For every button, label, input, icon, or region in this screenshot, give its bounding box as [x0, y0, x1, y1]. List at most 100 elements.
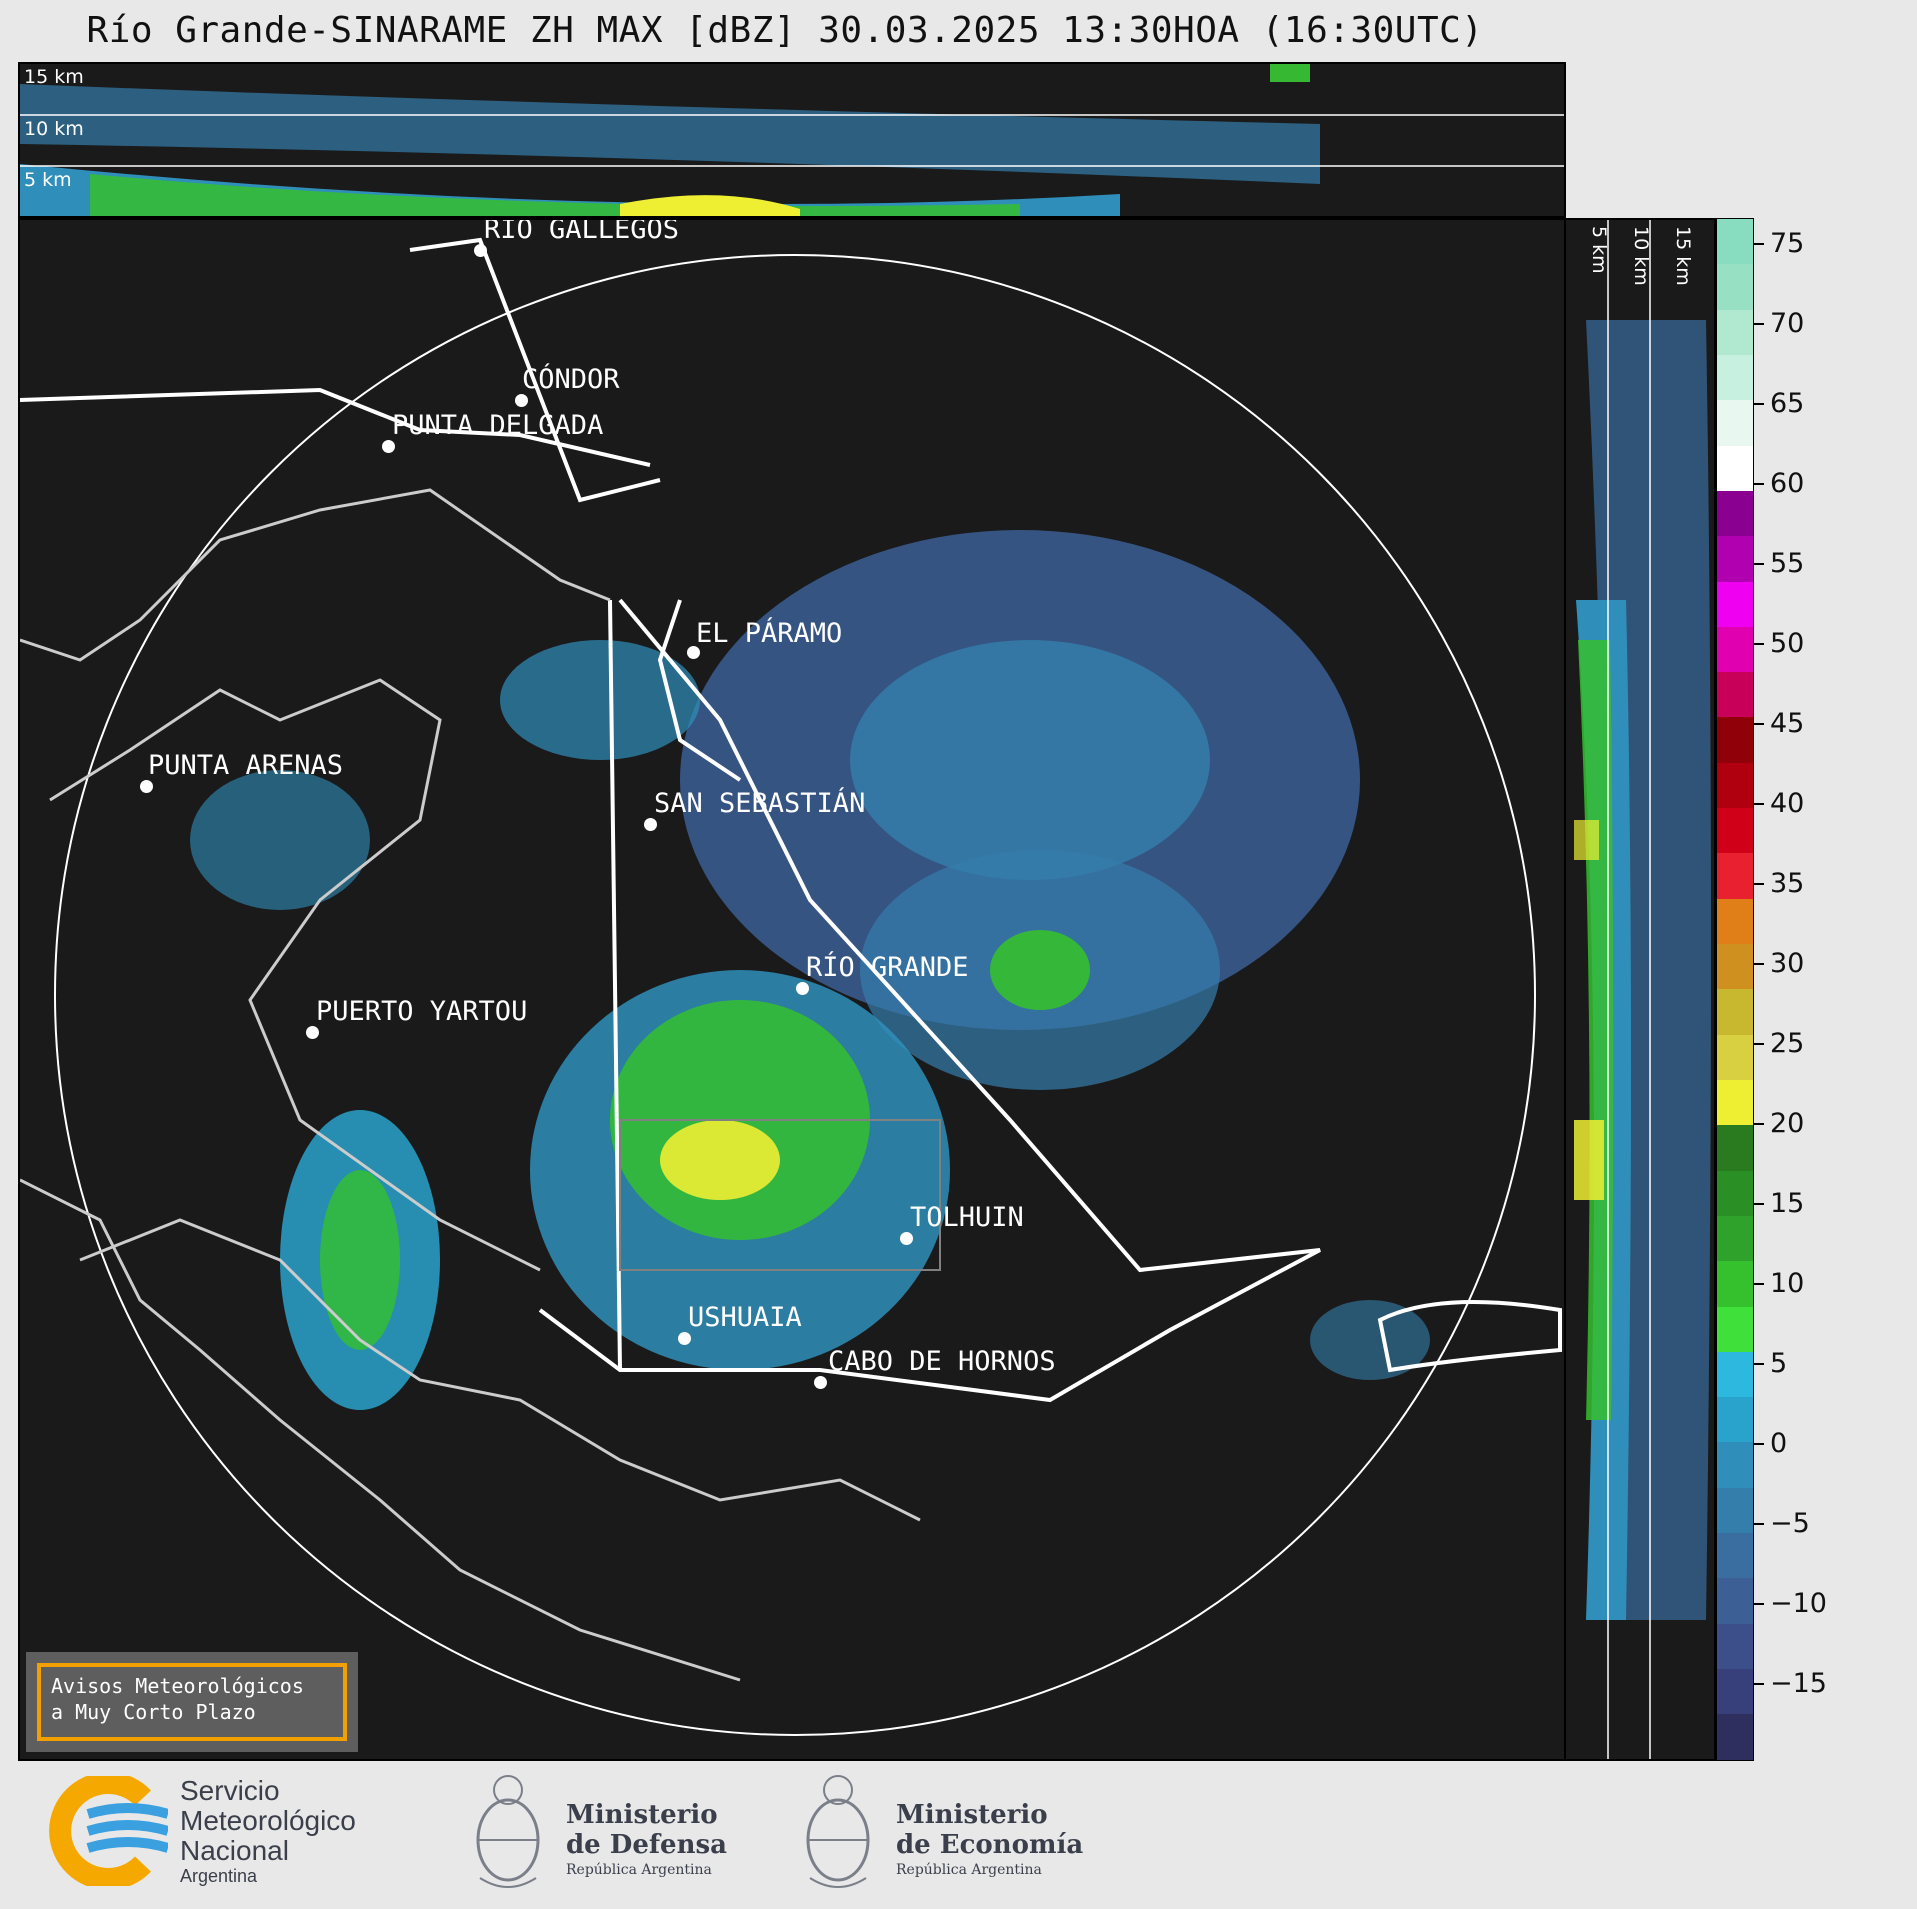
place-dot-puerto-yartou	[306, 1026, 319, 1039]
colorbar-tick-label: 20	[1770, 1108, 1805, 1139]
colorbar-segment	[1717, 1170, 1753, 1216]
colorbar-tick	[1754, 723, 1764, 725]
colorbar-tick	[1754, 1443, 1764, 1445]
colorbar-tick-label: 55	[1770, 548, 1805, 579]
colorbar-segment	[1717, 1623, 1753, 1669]
place-label-punta-arenas: PUNTA ARENAS	[148, 750, 344, 781]
colorbar-segment	[1717, 1397, 1753, 1443]
ministerio-defensa-logo: Ministerio de Defensa República Argentin…	[470, 1760, 770, 1900]
colorbar-tick-label: −5	[1770, 1508, 1810, 1539]
economia-line-3: República Argentina	[896, 1862, 1042, 1878]
colorbar-tick-label: 35	[1770, 868, 1805, 899]
economia-line-2: de Economía	[896, 1830, 1084, 1860]
colorbar-segment	[1717, 762, 1753, 809]
colorbar-tick-label: −15	[1770, 1668, 1827, 1699]
radar-echo-layer	[20, 237, 1562, 1736]
colorbar-tick-label: 45	[1770, 708, 1805, 739]
place-label-el-paramo: EL PÁRAMO	[696, 618, 843, 649]
place-label-ushuaia: USHUAIA	[688, 1302, 802, 1333]
colorbar-tick-label: 15	[1770, 1188, 1805, 1219]
warning-line-2: a Muy Corto Plazo	[51, 1700, 256, 1724]
place-dot-el-paramo	[687, 646, 700, 659]
colorbar-tick	[1754, 1203, 1764, 1205]
colorbar-segment	[1717, 1034, 1753, 1080]
smn-line-2: Meteorológico	[180, 1805, 356, 1836]
colorbar-segment	[1717, 989, 1753, 1035]
colorbar-tick	[1754, 243, 1764, 245]
colorbar-segment	[1717, 1215, 1753, 1262]
colorbar-segment	[1717, 1714, 1753, 1760]
place-dot-condor	[515, 394, 528, 407]
colorbar-segment	[1717, 581, 1753, 627]
side-height-label-5km: 5 km	[1588, 226, 1610, 274]
place-label-rio-grande: RÍO GRANDE	[806, 952, 969, 983]
colorbar-tick	[1754, 1523, 1764, 1525]
smn-line-4: Argentina	[180, 1866, 258, 1886]
colorbar-tick	[1754, 323, 1764, 325]
colorbar-segment	[1717, 309, 1753, 355]
place-dot-rio-grande	[796, 982, 809, 995]
radar-map: RÍO GALLEGOS CÓNDOR PUNTA DELGADA EL PÁR…	[18, 218, 1566, 1761]
colorbar-tick-label: 75	[1770, 228, 1805, 259]
side-cross-section-panel: 5 km 10 km 15 km	[1564, 218, 1716, 1761]
colorbar-segment	[1717, 944, 1753, 990]
colorbar-tick	[1754, 403, 1764, 405]
colorbar-tick	[1754, 1043, 1764, 1045]
colorbar-segment	[1717, 400, 1753, 446]
place-dot-tolhuin	[900, 1232, 913, 1245]
colorbar-segment	[1717, 626, 1753, 673]
colorbar-tick-label: 50	[1770, 628, 1805, 659]
smn-line-3: Nacional	[180, 1835, 289, 1866]
colorbar-tick-label: −10	[1770, 1588, 1827, 1619]
colorbar-segment	[1717, 1578, 1753, 1624]
colorbar-segment	[1717, 1487, 1753, 1534]
colorbar-segment	[1717, 808, 1753, 854]
smn-line-1: Servicio	[180, 1775, 280, 1806]
colorbar-tick	[1754, 643, 1764, 645]
top-cross-section-panel: 15 km 10 km 5 km	[18, 62, 1566, 218]
warning-box[interactable]: Avisos Meteorológicos a Muy Corto Plazo	[26, 1652, 358, 1752]
colorbar-segment	[1717, 536, 1753, 582]
colorbar-tick	[1754, 1363, 1764, 1365]
dbz-colorbar	[1716, 218, 1754, 1761]
economia-line-1: Ministerio	[896, 1800, 1048, 1830]
colorbar-segment	[1717, 264, 1753, 310]
colorbar-segment	[1717, 672, 1753, 718]
top-height-label-15km: 15 km	[24, 66, 84, 88]
colorbar-tick	[1754, 1603, 1764, 1605]
colorbar-segment	[1717, 898, 1753, 944]
colorbar-tick-label: 30	[1770, 948, 1805, 979]
colorbar-tick	[1754, 963, 1764, 965]
colorbar-segment	[1717, 1442, 1753, 1488]
colorbar-tick	[1754, 883, 1764, 885]
colorbar-segment	[1717, 445, 1753, 491]
place-dot-cabo-de-hornos	[814, 1376, 827, 1389]
place-label-rio-gallegos: RÍO GALLEGOS	[484, 218, 680, 245]
colorbar-tick-label: 70	[1770, 308, 1805, 339]
coat-of-arms-icon	[476, 1775, 540, 1888]
defensa-line-3: República Argentina	[566, 1862, 712, 1878]
defensa-line-2: de Defensa	[566, 1830, 727, 1860]
place-dot-punta-delgada	[382, 440, 395, 453]
chart-title: Río Grande-SINARAME ZH MAX [dBZ] 30.03.2…	[86, 10, 1484, 51]
place-label-cabo-de-hornos: CABO DE HORNOS	[828, 1346, 1056, 1377]
colorbar-segment	[1717, 1261, 1753, 1307]
colorbar-tick-label: 10	[1770, 1268, 1805, 1299]
colorbar-tick-label: 25	[1770, 1028, 1805, 1059]
colorbar-tick-label: 65	[1770, 388, 1805, 419]
top-height-label-10km: 10 km	[24, 118, 84, 140]
warning-box-frame: Avisos Meteorológicos a Muy Corto Plazo	[37, 1663, 347, 1741]
colorbar-tick-label: 60	[1770, 468, 1805, 499]
place-label-tolhuin: TOLHUIN	[910, 1202, 1024, 1233]
side-height-label-10km: 10 km	[1630, 226, 1652, 286]
colorbar-segment	[1717, 1125, 1753, 1171]
colorbar-segment	[1717, 219, 1753, 265]
top-height-label-5km: 5 km	[24, 169, 72, 191]
place-label-condor: CÓNDOR	[522, 364, 620, 395]
colorbar-tick	[1754, 1123, 1764, 1125]
smn-logo-icon	[49, 1776, 168, 1886]
ministerio-economia-logo: Ministerio de Economía República Argenti…	[800, 1760, 1120, 1900]
place-dot-punta-arenas	[140, 780, 153, 793]
warning-line-1: Avisos Meteorológicos	[51, 1674, 304, 1698]
colorbar-segment	[1717, 1079, 1753, 1126]
